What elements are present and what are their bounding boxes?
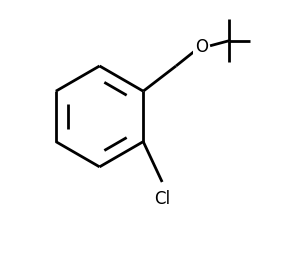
Text: Cl: Cl xyxy=(154,190,170,208)
Text: O: O xyxy=(195,38,208,56)
